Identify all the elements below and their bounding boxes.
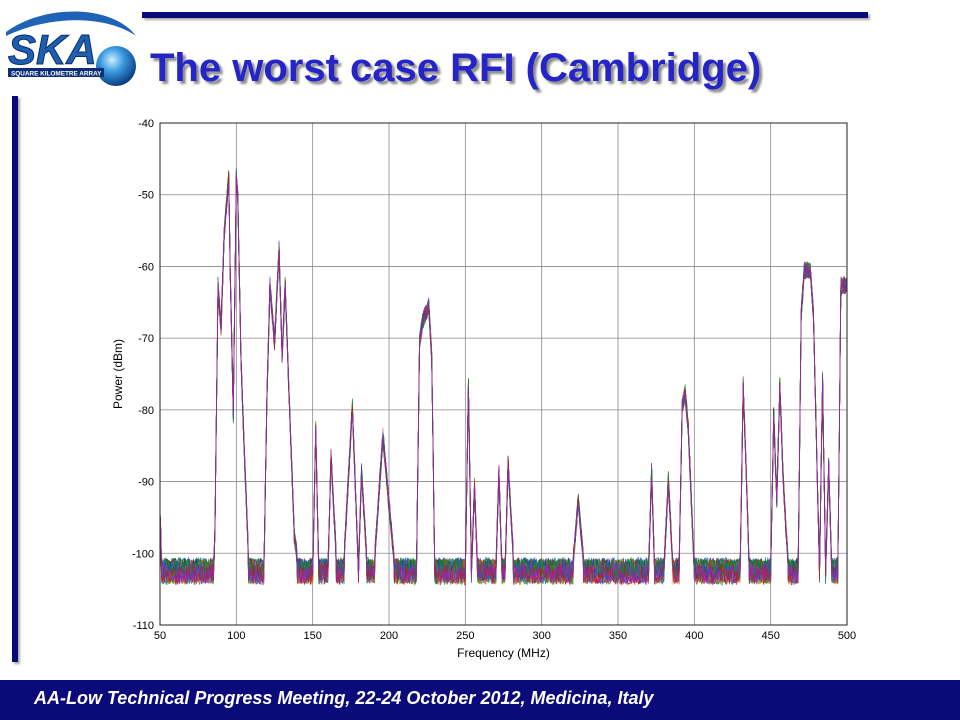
x-tick-label: 300	[532, 630, 550, 642]
x-tick-label: 150	[303, 630, 321, 642]
grid-layer	[159, 122, 848, 626]
y-axis-label: Power (dBm)	[111, 339, 125, 409]
plot-frame	[159, 122, 848, 626]
y-tick-label: -40	[138, 118, 154, 130]
y-tick-label: -70	[138, 333, 154, 345]
left-rule	[12, 96, 18, 662]
x-tick-label: 450	[761, 630, 779, 642]
logo-globe	[96, 46, 136, 86]
x-tick-label: 500	[838, 630, 856, 642]
y-tick-label: -110	[133, 620, 154, 632]
spectrum-series-line	[159, 175, 848, 586]
x-tick-label: 400	[685, 630, 703, 642]
x-tick-label: 200	[380, 630, 398, 642]
y-tick-label: -90	[138, 477, 154, 489]
plot-area	[160, 123, 847, 625]
footer-text: AA-Low Technical Progress Meeting, 22-24…	[34, 688, 654, 708]
x-tick-label: 350	[609, 630, 627, 642]
y-tick-label: -100	[132, 548, 154, 560]
ska-logo: SKA SQUARE KILOMETRE ARRAY	[6, 11, 136, 86]
rfi-spectrum-chart: 50 100 150 200 250 300 350 400 450 500 -40 -50 -60 -7…	[111, 118, 856, 660]
spectrum-series-line	[159, 171, 848, 586]
x-tick-label: 100	[227, 630, 245, 642]
y-tick-label: -60	[138, 261, 154, 273]
series-layer	[159, 168, 848, 587]
x-axis-label: Frequency (MHz)	[457, 646, 550, 660]
x-tick-label: 50	[154, 630, 166, 642]
x-tick-label: 250	[456, 630, 474, 642]
slide-title: The worst case RFI (Cambridge)	[150, 46, 762, 90]
footer-bar: AA-Low Technical Progress Meeting, 22-24…	[0, 680, 960, 720]
y-tick-label: -80	[138, 405, 154, 417]
logo-text: SKA	[8, 26, 97, 73]
logo-subtitle: SQUARE KILOMETRE ARRAY	[11, 71, 102, 78]
top-rule	[142, 12, 868, 18]
logo-subtitle-band	[8, 68, 104, 77]
logo-swoosh	[6, 11, 136, 36]
y-tick-label: -50	[138, 190, 154, 202]
axis-layer: 50 100 150 200 250 300 350 400 450 500 -40 -50 -60 -7…	[111, 118, 856, 660]
